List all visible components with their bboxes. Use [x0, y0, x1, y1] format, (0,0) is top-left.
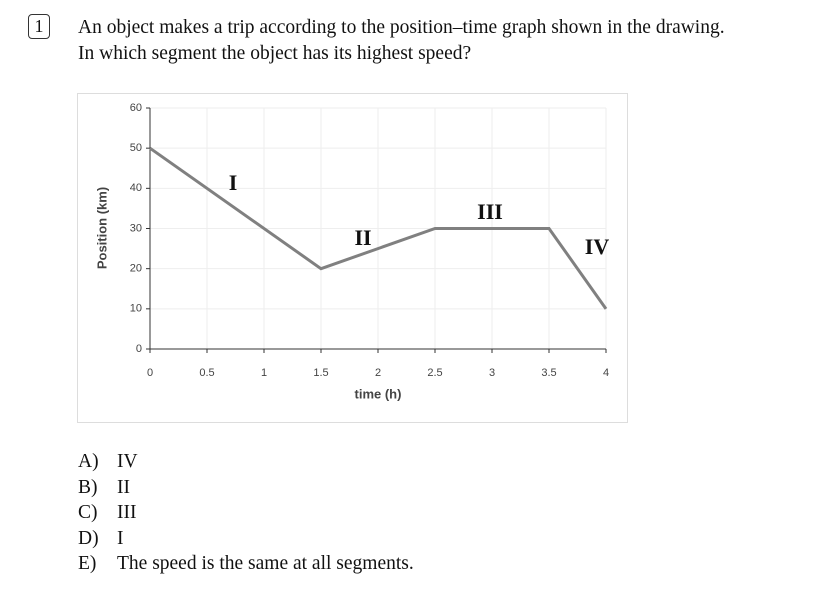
x-tick-label: 2 [375, 367, 381, 379]
segment-label: IV [585, 234, 610, 259]
option: D) I [78, 528, 124, 550]
x-axis-label: time (h) [355, 386, 402, 401]
option-text: I [117, 527, 124, 549]
option-text: The speed is the same at all segments. [117, 553, 414, 574]
x-tick-label: 3 [489, 367, 495, 379]
data-line [149, 146, 608, 310]
option-text: IV [117, 451, 138, 472]
option-text: II [117, 476, 130, 498]
y-tick-label: 20 [130, 263, 142, 275]
x-tick-label: 1 [261, 367, 267, 379]
x-tick-label: 1.5 [313, 367, 328, 379]
x-tick-label: 0.5 [199, 367, 214, 379]
option-letter: C) [78, 502, 98, 523]
question-number: 1 [28, 14, 50, 39]
option-text: III [117, 502, 137, 523]
option-letter: E) [78, 553, 97, 574]
y-tick-label: 0 [136, 343, 142, 355]
y-tick-label: 30 [130, 222, 142, 234]
option: B) II [78, 477, 130, 499]
x-tick-label: 2.5 [427, 367, 442, 379]
option-letter: B) [78, 476, 98, 498]
segment-label: I [229, 170, 238, 195]
option: C) III [78, 502, 136, 524]
x-tick-label: 0 [147, 367, 153, 379]
y-tick-label: 40 [130, 182, 142, 194]
option-letter: D) [78, 527, 99, 549]
x-tick-label: 3.5 [541, 367, 556, 379]
y-axis-label: Position (km) [94, 187, 109, 269]
option: E) The speed is the same at all segments. [78, 553, 414, 575]
option: A) IV [78, 451, 138, 473]
y-tick-label: 60 [130, 102, 142, 114]
question-line: An object makes a trip according to the … [78, 17, 725, 38]
option-letter: A) [78, 451, 99, 472]
segment-label: II [354, 225, 371, 250]
question-line: In which segment the object has its high… [78, 43, 472, 64]
x-tick-label: 4 [603, 367, 609, 379]
y-tick-label: 50 [130, 142, 142, 154]
y-tick-label: 10 [130, 303, 142, 315]
segment-label: III [477, 199, 503, 224]
